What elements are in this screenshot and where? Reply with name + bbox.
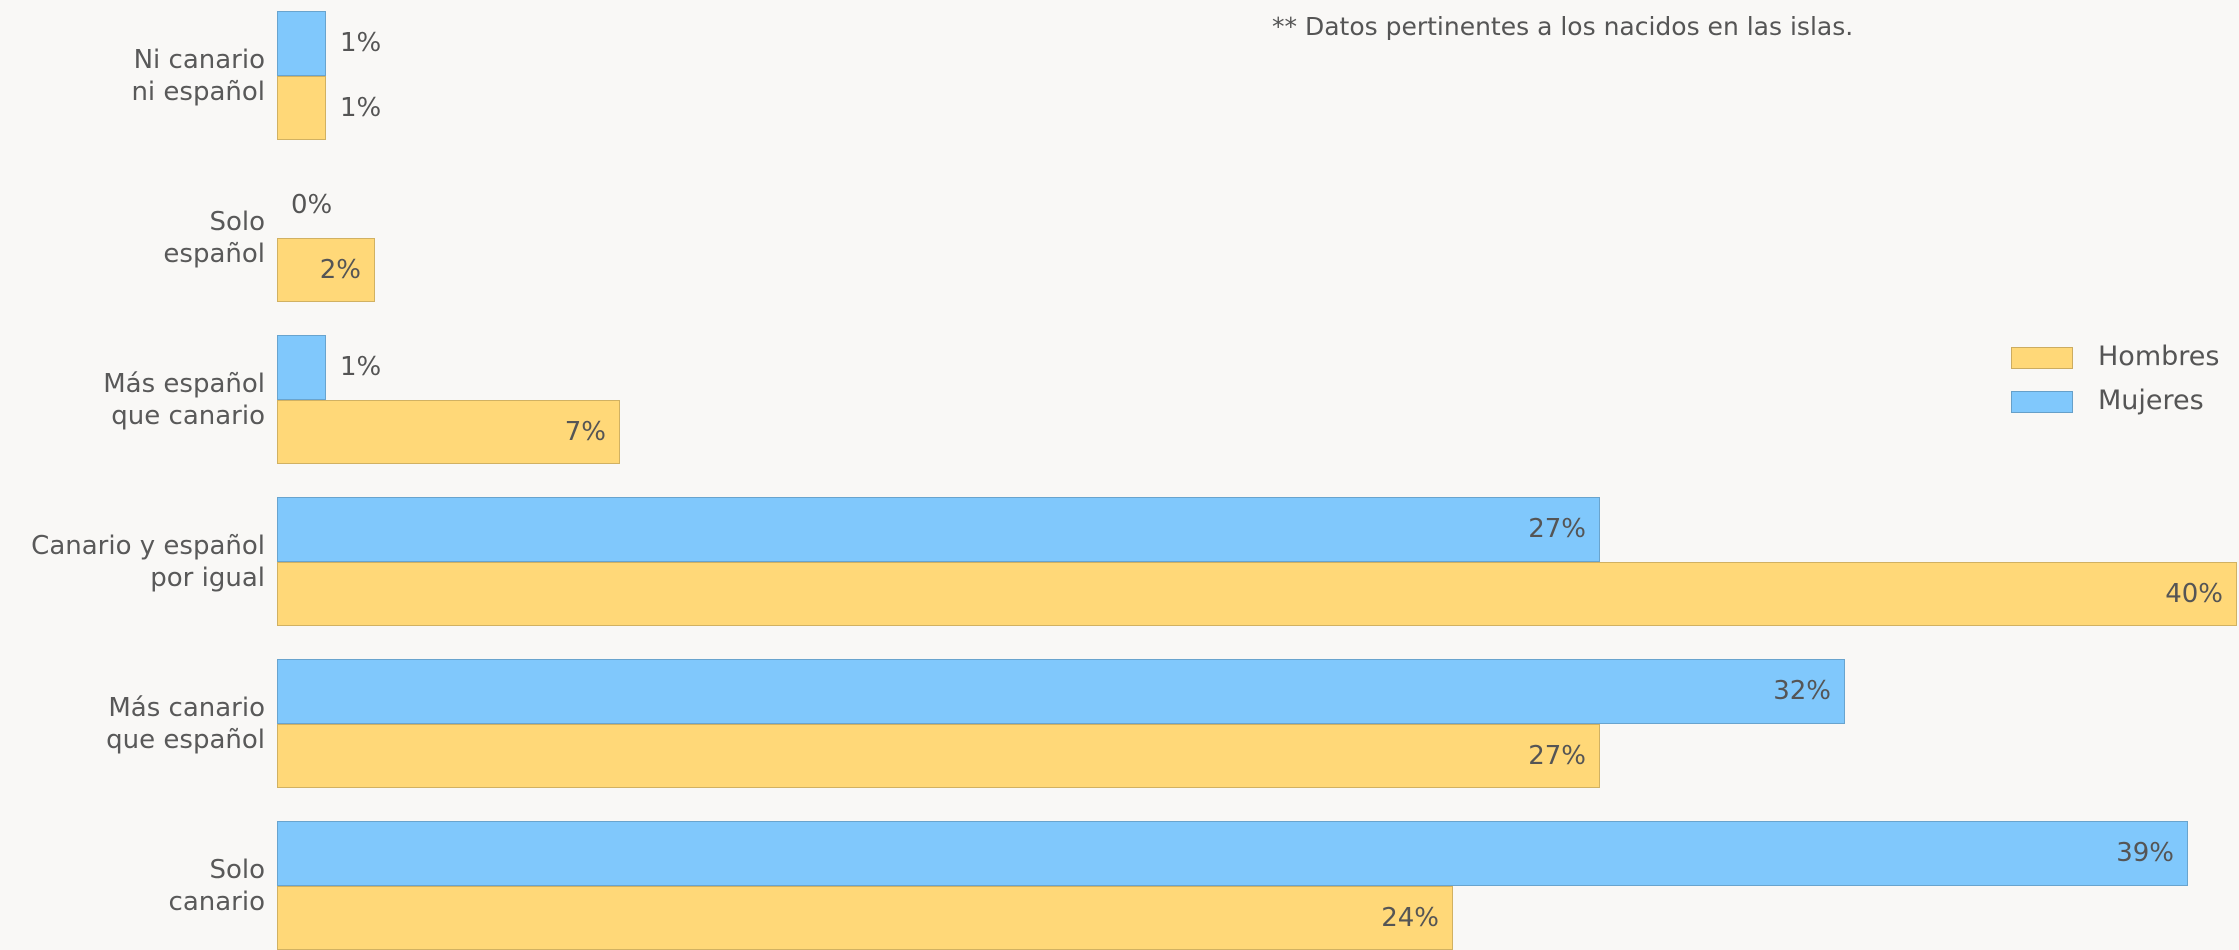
bar — [277, 497, 1600, 562]
category-label: Ni canario ni español — [131, 44, 265, 108]
value-label: 40% — [2165, 579, 2223, 609]
category-label: Solo canario — [169, 854, 265, 918]
bar — [277, 886, 1453, 950]
bar — [277, 659, 1845, 724]
value-label: 32% — [1773, 676, 1831, 706]
bar — [277, 76, 326, 141]
bar — [277, 724, 1600, 789]
value-label: 2% — [320, 255, 361, 285]
value-label: 7% — [565, 417, 606, 447]
value-label: 1% — [340, 28, 381, 58]
bar — [277, 335, 326, 400]
value-label: 39% — [2116, 838, 2174, 868]
legend-swatch — [2011, 347, 2073, 369]
legend-label: Mujeres — [2098, 386, 2204, 416]
category-label: Canario y español por igual — [31, 530, 265, 594]
note: ** Datos pertinentes a los nacidos en la… — [1272, 12, 1853, 41]
value-label: 27% — [1528, 514, 1586, 544]
legend-label: Hombres — [2098, 342, 2219, 372]
category-label: Más canario que español — [106, 692, 265, 756]
value-label: 1% — [340, 93, 381, 123]
category-label: Más español que canario — [103, 368, 265, 432]
value-label: 0% — [291, 190, 332, 220]
category-label: Solo español — [163, 206, 265, 270]
value-label: 1% — [340, 352, 381, 382]
value-label: 27% — [1528, 741, 1586, 771]
bar — [277, 11, 326, 76]
value-label: 24% — [1381, 903, 1439, 933]
bar — [277, 821, 2188, 886]
legend-swatch — [2011, 391, 2073, 413]
bar — [277, 562, 2237, 627]
